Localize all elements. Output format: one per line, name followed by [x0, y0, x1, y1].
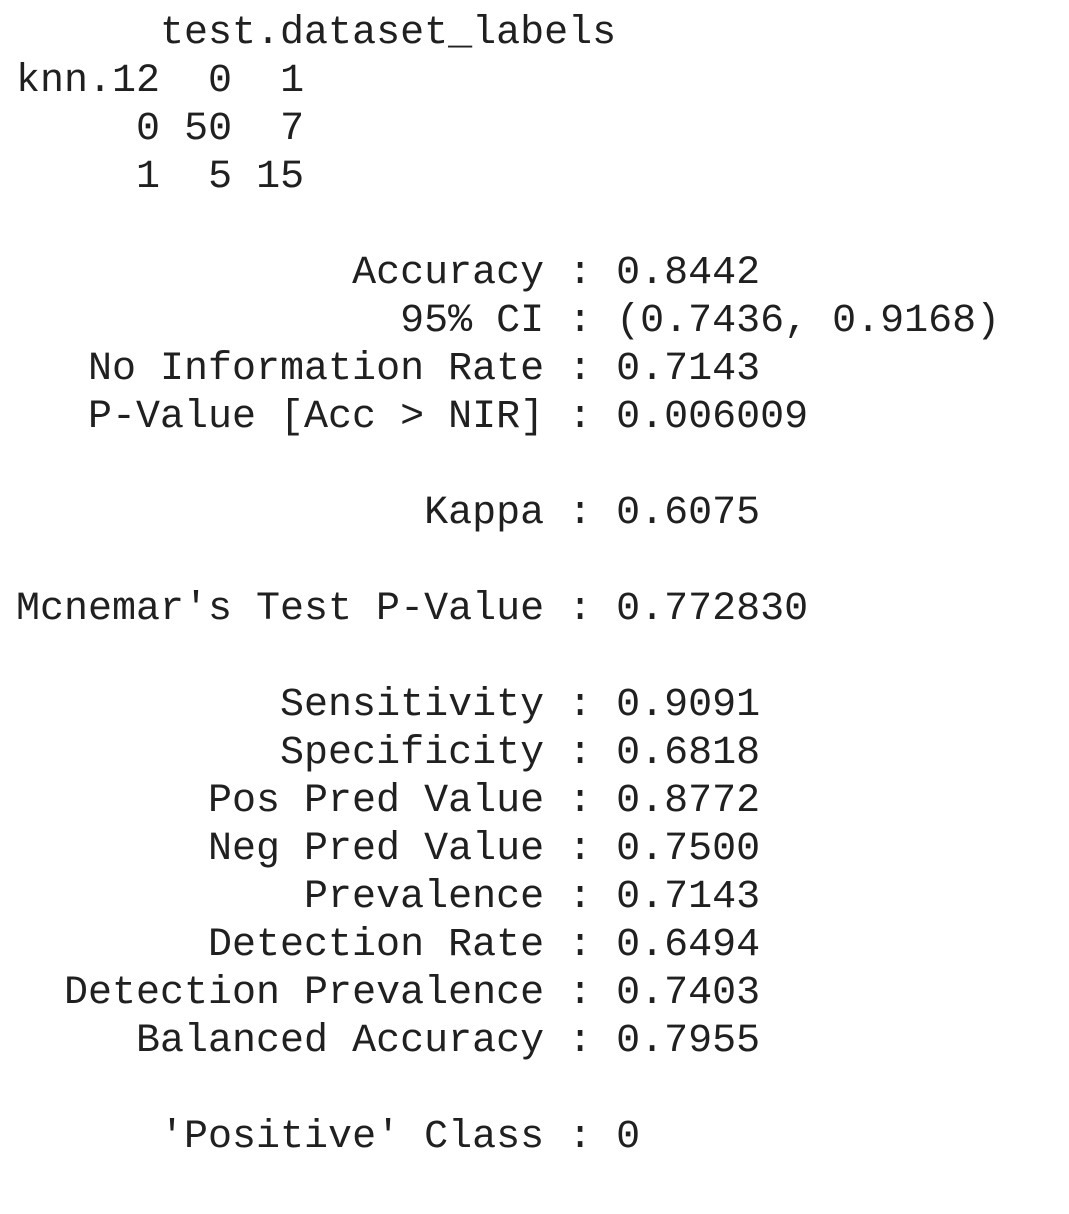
stat-separator: :: [544, 1115, 617, 1160]
stat-line-kappa: Kappa : 0.6075: [16, 490, 1000, 538]
stat-value-detection-rate: 0.6494: [616, 923, 761, 968]
matrix-row-label: 0: [136, 107, 161, 152]
stat-label-ppv: Pos Pred Value: [208, 779, 545, 824]
stat-label-detection-rate: Detection Rate: [208, 923, 545, 968]
stat-separator: :: [544, 827, 617, 872]
stat-label-mcnemar: Mcnemar's Test P-Value: [16, 587, 545, 632]
stat-label-ci95: 95% CI: [400, 299, 545, 344]
stat-value-prevalence: 0.7143: [616, 875, 761, 920]
blank-line: [16, 634, 1000, 682]
stat-label-kappa: Kappa: [424, 491, 545, 536]
matrix-row: 1 5 15: [16, 154, 1000, 202]
stat-label-prevalence: Prevalence: [304, 875, 545, 920]
matrix-cell: 5: [208, 155, 233, 200]
stat-separator: :: [544, 251, 617, 296]
stat-value-pvalue: 0.006009: [616, 395, 809, 440]
matrix-column-header: test.dataset_labels: [160, 11, 617, 56]
stat-separator: :: [544, 347, 617, 392]
stat-separator: :: [544, 779, 617, 824]
stat-value-ci95: (0.7436, 0.9168): [616, 299, 1001, 344]
stat-value-kappa: 0.6075: [616, 491, 761, 536]
blank-line: [16, 442, 1000, 490]
stat-line-npv: Neg Pred Value : 0.7500: [16, 826, 1000, 874]
stat-value-nir: 0.7143: [616, 347, 761, 392]
matrix-column-labels-line: knn.12 0 1: [16, 58, 1000, 106]
stat-label-accuracy: Accuracy: [352, 251, 545, 296]
stat-line-sensitivity: Sensitivity : 0.9091: [16, 682, 1000, 730]
stat-value-specificity: 0.6818: [616, 731, 761, 776]
stat-line-prevalence: Prevalence : 0.7143: [16, 874, 1000, 922]
matrix-column-label: 1: [280, 59, 305, 104]
stat-line-pvalue: P-Value [Acc > NIR] : 0.006009: [16, 394, 1000, 442]
stat-line-ci95: 95% CI : (0.7436, 0.9168): [16, 298, 1000, 346]
matrix-row-header: knn.12: [16, 59, 161, 104]
stat-line-positive-class: 'Positive' Class : 0: [16, 1114, 1000, 1162]
stat-separator: :: [544, 491, 617, 536]
matrix-cell: 7: [280, 107, 305, 152]
stat-label-positive-class: 'Positive' Class: [160, 1115, 545, 1160]
stat-label-npv: Neg Pred Value: [208, 827, 545, 872]
stat-value-detection-prevalence: 0.7403: [616, 971, 761, 1016]
stat-label-balanced-accuracy: Balanced Accuracy: [136, 1019, 545, 1064]
stat-line-specificity: Specificity : 0.6818: [16, 730, 1000, 778]
stat-line-balanced-accuracy: Balanced Accuracy : 0.7955: [16, 1018, 1000, 1066]
stat-line-detection-prevalence: Detection Prevalence : 0.7403: [16, 970, 1000, 1018]
matrix-column-label: 0: [208, 59, 233, 104]
stat-value-balanced-accuracy: 0.7955: [616, 1019, 761, 1064]
stat-label-pvalue: P-Value [Acc > NIR]: [88, 395, 545, 440]
stat-value-sensitivity: 0.9091: [616, 683, 761, 728]
stat-separator: :: [544, 971, 617, 1016]
stat-separator: :: [544, 923, 617, 968]
matrix-cell: 50: [184, 107, 233, 152]
stat-line-mcnemar: Mcnemar's Test P-Value : 0.772830: [16, 586, 1000, 634]
stat-line-ppv: Pos Pred Value : 0.8772: [16, 778, 1000, 826]
stat-value-positive-class: 0: [616, 1115, 641, 1160]
stat-separator: :: [544, 731, 617, 776]
matrix-column-header-line: test.dataset_labels: [16, 10, 1000, 58]
stat-separator: :: [544, 875, 617, 920]
blank-line: [16, 202, 1000, 250]
stat-line-accuracy: Accuracy : 0.8442: [16, 250, 1000, 298]
stat-separator: :: [544, 395, 617, 440]
stat-value-npv: 0.7500: [616, 827, 761, 872]
stat-label-specificity: Specificity: [280, 731, 545, 776]
stat-label-nir: No Information Rate: [88, 347, 545, 392]
stat-line-nir: No Information Rate : 0.7143: [16, 346, 1000, 394]
matrix-row-label: 1: [136, 155, 161, 200]
stat-label-detection-prevalence: Detection Prevalence: [64, 971, 545, 1016]
stat-value-mcnemar: 0.772830: [616, 587, 809, 632]
stat-separator: :: [544, 299, 617, 344]
stat-value-ppv: 0.8772: [616, 779, 761, 824]
console-output: test.dataset_labels knn.12 0 1 0 50 7 1 5…: [16, 10, 1000, 1162]
stat-value-accuracy: 0.8442: [616, 251, 761, 296]
stat-label-sensitivity: Sensitivity: [280, 683, 545, 728]
blank-line: [16, 1066, 1000, 1114]
matrix-cell: 15: [256, 155, 305, 200]
matrix-row: 0 50 7: [16, 106, 1000, 154]
stat-separator: :: [544, 587, 617, 632]
blank-line: [16, 538, 1000, 586]
stat-separator: :: [544, 1019, 617, 1064]
stat-separator: :: [544, 683, 617, 728]
stat-line-detection-rate: Detection Rate : 0.6494: [16, 922, 1000, 970]
